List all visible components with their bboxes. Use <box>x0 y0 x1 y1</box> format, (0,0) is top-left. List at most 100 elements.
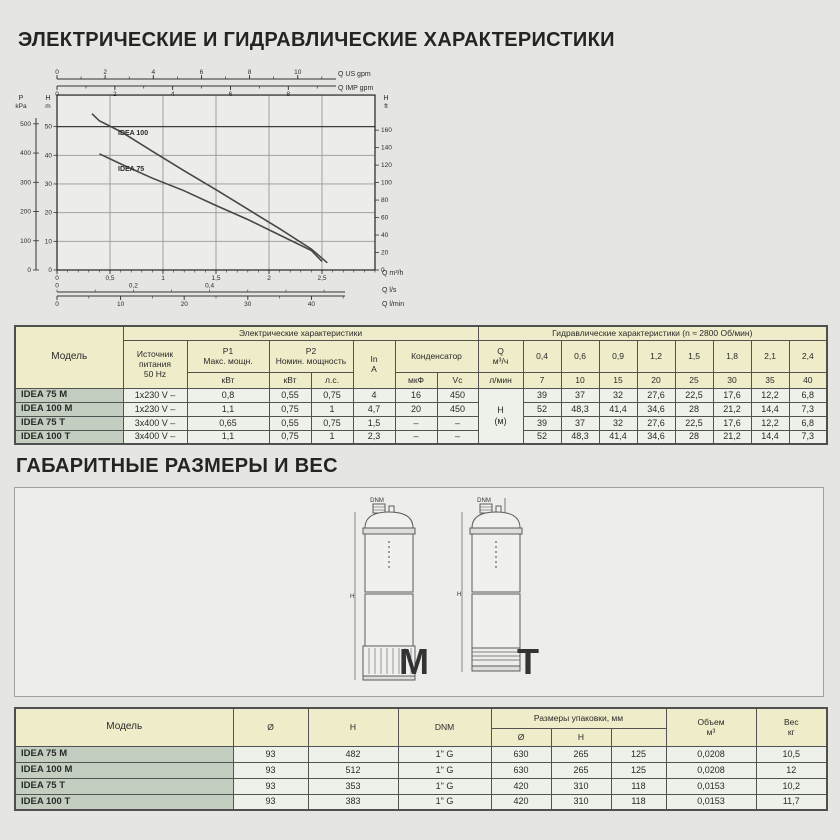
model-cell: IDEA 75 M <box>14 745 234 763</box>
header-height: H <box>307 707 399 747</box>
header-diameter: Ø <box>232 707 309 747</box>
section-title-electrical-hydraulic: ЭЛЕКТРИЧЕСКИЕ И ГИДРАВЛИЧЕСКИЕ ХАРАКТЕРИ… <box>18 29 615 51</box>
chart-tick-label: 400 <box>20 150 31 157</box>
chart-tick-label: 80 <box>381 197 389 204</box>
pump-rings <box>471 647 521 667</box>
table-cell: – <box>436 429 479 445</box>
pump-drawing-t: DNM H <box>457 498 523 672</box>
axis-label: H <box>383 95 388 102</box>
header-p2-kw: кВт <box>268 371 312 389</box>
table-cell: 630 <box>490 745 552 763</box>
model-cell: IDEA 75 T <box>14 777 234 795</box>
table-cell: – <box>394 415 438 431</box>
chart-tick-label: 10 <box>117 301 125 308</box>
chart-tick-label: 0,5 <box>105 275 114 282</box>
pump-cap <box>471 511 521 529</box>
table-cell: 125 <box>610 761 667 779</box>
axis-label: P <box>19 95 24 102</box>
table-cell: 310 <box>550 777 612 795</box>
pump-cap <box>364 511 414 529</box>
table-cell: 93 <box>232 761 309 779</box>
chart-tick-label: 0 <box>55 283 59 290</box>
table-cell: 0,75 <box>268 429 312 445</box>
head-value-cell: 32 <box>598 415 638 431</box>
h-dimension-label: H <box>350 594 354 600</box>
chart-tick-label: 100 <box>381 180 392 187</box>
table-cell: 0,0153 <box>665 777 757 795</box>
chart-tick-label: 1 <box>161 275 165 282</box>
table-cell: 1 <box>310 429 354 445</box>
chart-tick-label: 2,5 <box>317 275 326 282</box>
head-value-cell: 39 <box>522 415 562 431</box>
chart-tick-label: 40 <box>381 232 389 239</box>
header-volume: Объем м³ <box>665 707 757 747</box>
flow-tick-cell: 2,4 <box>788 339 828 373</box>
head-value-cell: 28 <box>674 429 714 445</box>
table-cell: 310 <box>550 793 612 811</box>
pump-motor <box>364 533 414 593</box>
chart-tick-label: 40 <box>308 301 316 308</box>
chart-tick-label: 100 <box>20 238 31 245</box>
table-cell: – <box>394 429 438 445</box>
head-value-cell: 7,3 <box>788 401 828 417</box>
head-value-cell: 14,4 <box>750 429 790 445</box>
table-cell: 1,1 <box>186 429 270 445</box>
table-cell: 1,5 <box>352 415 396 431</box>
table-cell: 265 <box>550 745 612 763</box>
table-cell: 118 <box>610 777 667 795</box>
head-m-cell: Н (м) <box>477 387 524 445</box>
table-row: IDEA 100 M 93 512 1" G 630 265 125 0,0208 12 <box>14 761 828 779</box>
chart-tick-label: 2 <box>267 275 271 282</box>
header-dnm: DNM <box>397 707 492 747</box>
flow-tick-cell: 1,2 <box>636 339 676 373</box>
flow-tick-cell: 1,8 <box>712 339 752 373</box>
chart-tick-label: 10 <box>45 238 53 245</box>
curve-idea-100 <box>91 113 328 264</box>
dimension-drawings-panel: DNM H DNM H <box>14 487 824 697</box>
chart-tick-label: 10 <box>294 69 302 76</box>
pump-drawing-m: DNM H <box>350 498 416 681</box>
head-value-cell: 37 <box>560 415 600 431</box>
table-cell: 420 <box>490 793 552 811</box>
table-cell: 10,2 <box>755 777 828 795</box>
electrical-hydraulic-table: Модель Электрические характеристики Гидр… <box>14 325 829 445</box>
pump-base <box>471 665 521 672</box>
table-cell: 482 <box>307 745 399 763</box>
header-electrical: Электрические характеристики <box>122 325 479 341</box>
axis-label: H <box>45 95 50 102</box>
header-power-source: Источник питания 50 Hz <box>122 339 188 389</box>
head-value-cell: 21,2 <box>712 401 752 417</box>
table-cell: 3x400 V – <box>122 415 188 431</box>
table-cell: 93 <box>232 745 309 763</box>
chart-tick-label: 200 <box>20 209 31 216</box>
table-cell: 1" G <box>397 777 492 795</box>
table-cell: 12 <box>755 761 828 779</box>
chart-tick-label: 0,2 <box>129 283 138 290</box>
flow-tick-cell: 15 <box>598 371 638 389</box>
chart-tick-label: 20 <box>381 250 389 257</box>
model-cell: IDEA 100 T <box>14 793 234 811</box>
head-value-cell: 12,2 <box>750 415 790 431</box>
pump-port <box>479 503 493 514</box>
head-value-cell: 41,4 <box>598 429 638 445</box>
head-value-cell: 52 <box>522 429 562 445</box>
pump-flange <box>469 527 523 535</box>
table-cell: 3x400 V – <box>122 429 188 445</box>
table-row: IDEA 75 T 3x400 V –0,65 0,55 0,75 1,5– –39 37 3… <box>14 415 828 431</box>
table-cell: 0,0208 <box>665 745 757 763</box>
table-cell: 1" G <box>397 761 492 779</box>
flow-tick-cell: 2,1 <box>750 339 790 373</box>
table-cell: 0,75 <box>310 415 354 431</box>
pump-port <box>372 503 386 514</box>
table-cell: 0,55 <box>268 415 312 431</box>
pump-body <box>364 593 414 647</box>
flow-tick-cell: 30 <box>712 371 752 389</box>
header-flow-q: Q м³/ч <box>477 339 524 373</box>
table-cell: 450 <box>436 387 479 403</box>
dnm-label: DNM <box>477 498 491 504</box>
flow-tick-cell: 35 <box>750 371 790 389</box>
chart-tick-label: 0 <box>55 301 59 308</box>
flow-tick-cell: 40 <box>788 371 828 389</box>
header-cap-uf: мкФ <box>394 371 438 389</box>
model-cell: IDEA 100 T <box>14 429 124 445</box>
